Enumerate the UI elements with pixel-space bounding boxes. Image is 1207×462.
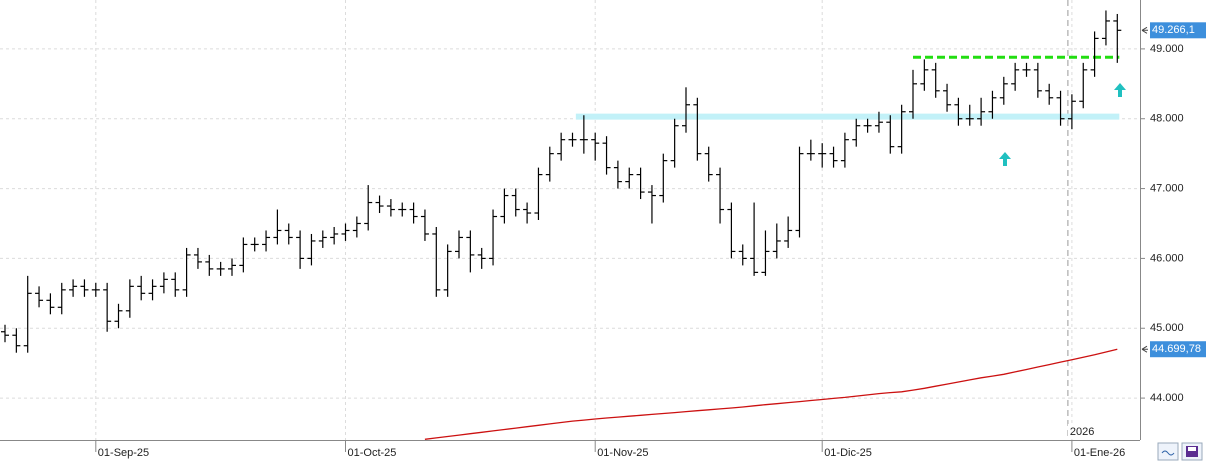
y-tick-label: 46.000 [1150,252,1184,264]
year-label-box [1067,424,1096,439]
x-tick-label: 01-Ene-26 [1074,447,1125,459]
moving-average-line [424,348,1118,440]
zoom-button[interactable] [1157,442,1179,461]
save-icon [1186,446,1198,457]
year-label: 2026 [1070,426,1094,438]
y-axis-panel [1141,0,1207,440]
save-icon-label [1188,447,1196,451]
last-value-label: 49.266,1 [1152,24,1195,36]
y-tick-label: 47.000 [1150,182,1184,194]
last-value-box [1150,341,1206,358]
x-tick-label: 01-Oct-25 [348,447,397,459]
last-value-pointer [1141,345,1148,353]
y-tick-label: 44.000 [1150,392,1184,404]
y-tick-label: 45.000 [1150,322,1184,334]
x-tick-label: 01-Sep-25 [98,447,149,459]
last-value-label: 44.699,78 [1152,343,1201,355]
zoom-icon [1161,450,1175,456]
x-axis-panel [0,440,1207,462]
x-tick-label: 01-Dic-25 [824,447,872,459]
signal-arrow [1114,83,1126,97]
y-tick-label: 48.000 [1150,113,1184,125]
x-tick-label: 01-Nov-25 [597,447,648,459]
signal-arrow [999,152,1011,166]
y-tick-label: 49.000 [1150,43,1184,55]
axes-layer: 44.000 45.000 46.000 47.000 48.000 49.000 01-S… [95,22,1206,459]
last-value-box [1150,22,1206,39]
last-value-pointer [1141,26,1148,34]
plot-layer [1,10,1122,440]
